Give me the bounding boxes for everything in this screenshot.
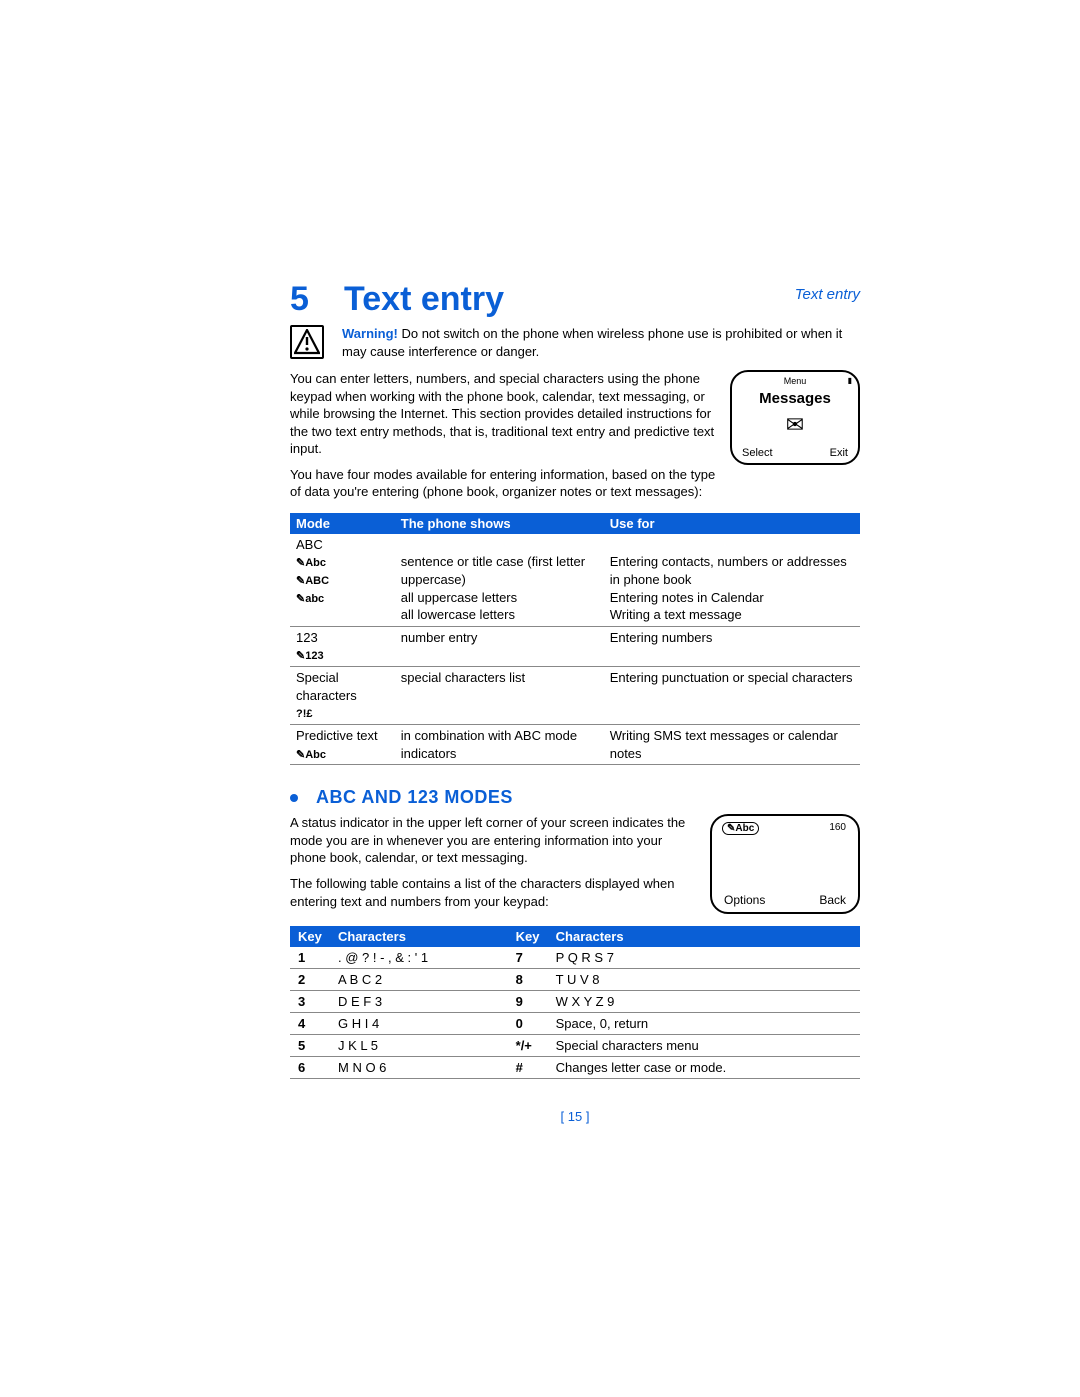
mode-cell: Special characters ?!£ xyxy=(290,667,395,725)
key-cell: 9 xyxy=(508,991,548,1013)
char-count: 160 xyxy=(829,822,846,833)
mode-icon-special: ?!£ xyxy=(296,707,313,722)
phone-illustration-textentry: ✎Abc 160 Options Back xyxy=(710,814,860,914)
shows-cell: special characters list xyxy=(395,667,604,725)
table-row: 6M N O 6#Changes letter case or mode. xyxy=(290,1057,860,1079)
key-cell: # xyxy=(508,1057,548,1079)
shows-text: sentence or title case (first letter upp… xyxy=(401,554,585,587)
mode-icon-predictive: ✎Abc xyxy=(296,748,326,763)
mode-icon-123: ✎123 xyxy=(296,649,324,664)
phone-screen-title: Messages xyxy=(732,390,858,407)
key-cell: */+ xyxy=(508,1035,548,1057)
phone-illustration-messages: Menu ▮ Messages ✉ Select Exit xyxy=(730,370,860,465)
key-cell: 0 xyxy=(508,1013,548,1035)
key-cell: 2 xyxy=(290,969,330,991)
chars-cell: Changes letter case or mode. xyxy=(548,1057,860,1079)
table-row: 4G H I 40Space, 0, return xyxy=(290,1013,860,1035)
phone-softkey-right: Back xyxy=(819,893,846,907)
mode-cell: Predictive text ✎Abc xyxy=(290,724,395,764)
mode-cell: 123 ✎123 xyxy=(290,626,395,666)
key-cell: 3 xyxy=(290,991,330,1013)
use-cell: Entering contacts, numbers or addresses … xyxy=(604,534,860,626)
modes-table: Mode The phone shows Use for ABC ✎Abc ✎A… xyxy=(290,513,860,765)
mode-name: Predictive text xyxy=(296,728,378,743)
shows-cell: number entry xyxy=(395,626,604,666)
mode-icon-abc-lower: ✎abc xyxy=(296,592,324,607)
col-chars: Characters xyxy=(548,926,860,947)
chars-cell: D E F 3 xyxy=(330,991,508,1013)
warning-label: Warning! xyxy=(342,326,398,341)
key-cell: 5 xyxy=(290,1035,330,1057)
mode-name: 123 xyxy=(296,630,318,645)
use-text: Entering notes in Calendar xyxy=(610,590,764,605)
chars-cell: Space, 0, return xyxy=(548,1013,860,1035)
use-cell: Entering punctuation or special characte… xyxy=(604,667,860,725)
col-use: Use for xyxy=(604,513,860,534)
warning-block: Warning! Do not switch on the phone when… xyxy=(290,325,860,360)
chars-cell: G H I 4 xyxy=(330,1013,508,1035)
col-shows: The phone shows xyxy=(395,513,604,534)
intro-paragraph-2: You have four modes available for enteri… xyxy=(290,466,860,501)
key-cell: 6 xyxy=(290,1057,330,1079)
table-row: Predictive text ✎Abc in combination with… xyxy=(290,724,860,764)
table-row: 5J K L 5*/+Special characters menu xyxy=(290,1035,860,1057)
chars-cell: T U V 8 xyxy=(548,969,860,991)
mode-indicator: ✎Abc xyxy=(722,822,759,835)
table-header-row: Key Characters Key Characters xyxy=(290,926,860,947)
warning-text: Warning! Do not switch on the phone when… xyxy=(342,325,860,360)
chars-cell: . @ ? ! - , & : ' 1 xyxy=(330,947,508,969)
table-row: ABC ✎Abc ✎ABC ✎abc sentence or title cas… xyxy=(290,534,860,626)
shows-cell: in combination with ABC mode indicators xyxy=(395,724,604,764)
bullet-icon xyxy=(290,794,298,802)
mode-icon-abc-upper: ✎ABC xyxy=(296,574,329,589)
key-cell: 4 xyxy=(290,1013,330,1035)
use-cell: Writing SMS text messages or calendar no… xyxy=(604,724,860,764)
use-cell: Entering numbers xyxy=(604,626,860,666)
keys-table: Key Characters Key Characters 1. @ ? ! -… xyxy=(290,926,860,1079)
key-cell: 7 xyxy=(508,947,548,969)
phone-softkey-left: Options xyxy=(724,893,765,907)
section-title: ABC AND 123 MODES xyxy=(316,787,513,808)
mode-icon-abc-sentence: ✎Abc xyxy=(296,556,326,571)
chars-cell: Special characters menu xyxy=(548,1035,860,1057)
table-header-row: Mode The phone shows Use for xyxy=(290,513,860,534)
phone-softkey-right: Exit xyxy=(830,447,848,459)
table-row: Special characters ?!£ special character… xyxy=(290,667,860,725)
col-key: Key xyxy=(290,926,330,947)
col-key: Key xyxy=(508,926,548,947)
col-chars: Characters xyxy=(330,926,508,947)
use-text: Writing a text message xyxy=(610,607,742,622)
page-number: [ 15 ] xyxy=(290,1109,860,1124)
phone-softkey-left: Select xyxy=(742,447,773,459)
table-row: 2A B C 28T U V 8 xyxy=(290,969,860,991)
phone-menu-label: Menu xyxy=(732,376,858,386)
shows-text: all lowercase letters xyxy=(401,607,515,622)
section-heading: ABC AND 123 MODES xyxy=(290,787,860,808)
mode-name: ABC xyxy=(296,537,323,552)
key-cell: 8 xyxy=(508,969,548,991)
chars-cell: P Q R S 7 xyxy=(548,947,860,969)
shows-text: all uppercase letters xyxy=(401,590,517,605)
table-row: 1. @ ? ! - , & : ' 17P Q R S 7 xyxy=(290,947,860,969)
mode-cell: ABC ✎Abc ✎ABC ✎abc xyxy=(290,534,395,626)
chapter-number: 5 xyxy=(290,280,344,319)
mode-name: Special characters xyxy=(296,670,357,703)
chars-cell: J K L 5 xyxy=(330,1035,508,1057)
table-row: 123 ✎123 number entry Entering numbers xyxy=(290,626,860,666)
chars-cell: M N O 6 xyxy=(330,1057,508,1079)
use-text: Entering contacts, numbers or addresses … xyxy=(610,554,847,587)
running-header: Text entry xyxy=(795,286,860,303)
envelope-icon: ✉ xyxy=(732,412,858,438)
key-cell: 1 xyxy=(290,947,330,969)
shows-cell: sentence or title case (first letter upp… xyxy=(395,534,604,626)
chapter-heading: 5 Text entry xyxy=(290,280,860,319)
chars-cell: A B C 2 xyxy=(330,969,508,991)
battery-icon: ▮ xyxy=(848,376,852,385)
chapter-title: Text entry xyxy=(344,280,504,319)
warning-body: Do not switch on the phone when wireless… xyxy=(342,326,842,359)
table-row: 3D E F 39W X Y Z 9 xyxy=(290,991,860,1013)
col-mode: Mode xyxy=(290,513,395,534)
chars-cell: W X Y Z 9 xyxy=(548,991,860,1013)
warning-icon xyxy=(290,325,324,359)
